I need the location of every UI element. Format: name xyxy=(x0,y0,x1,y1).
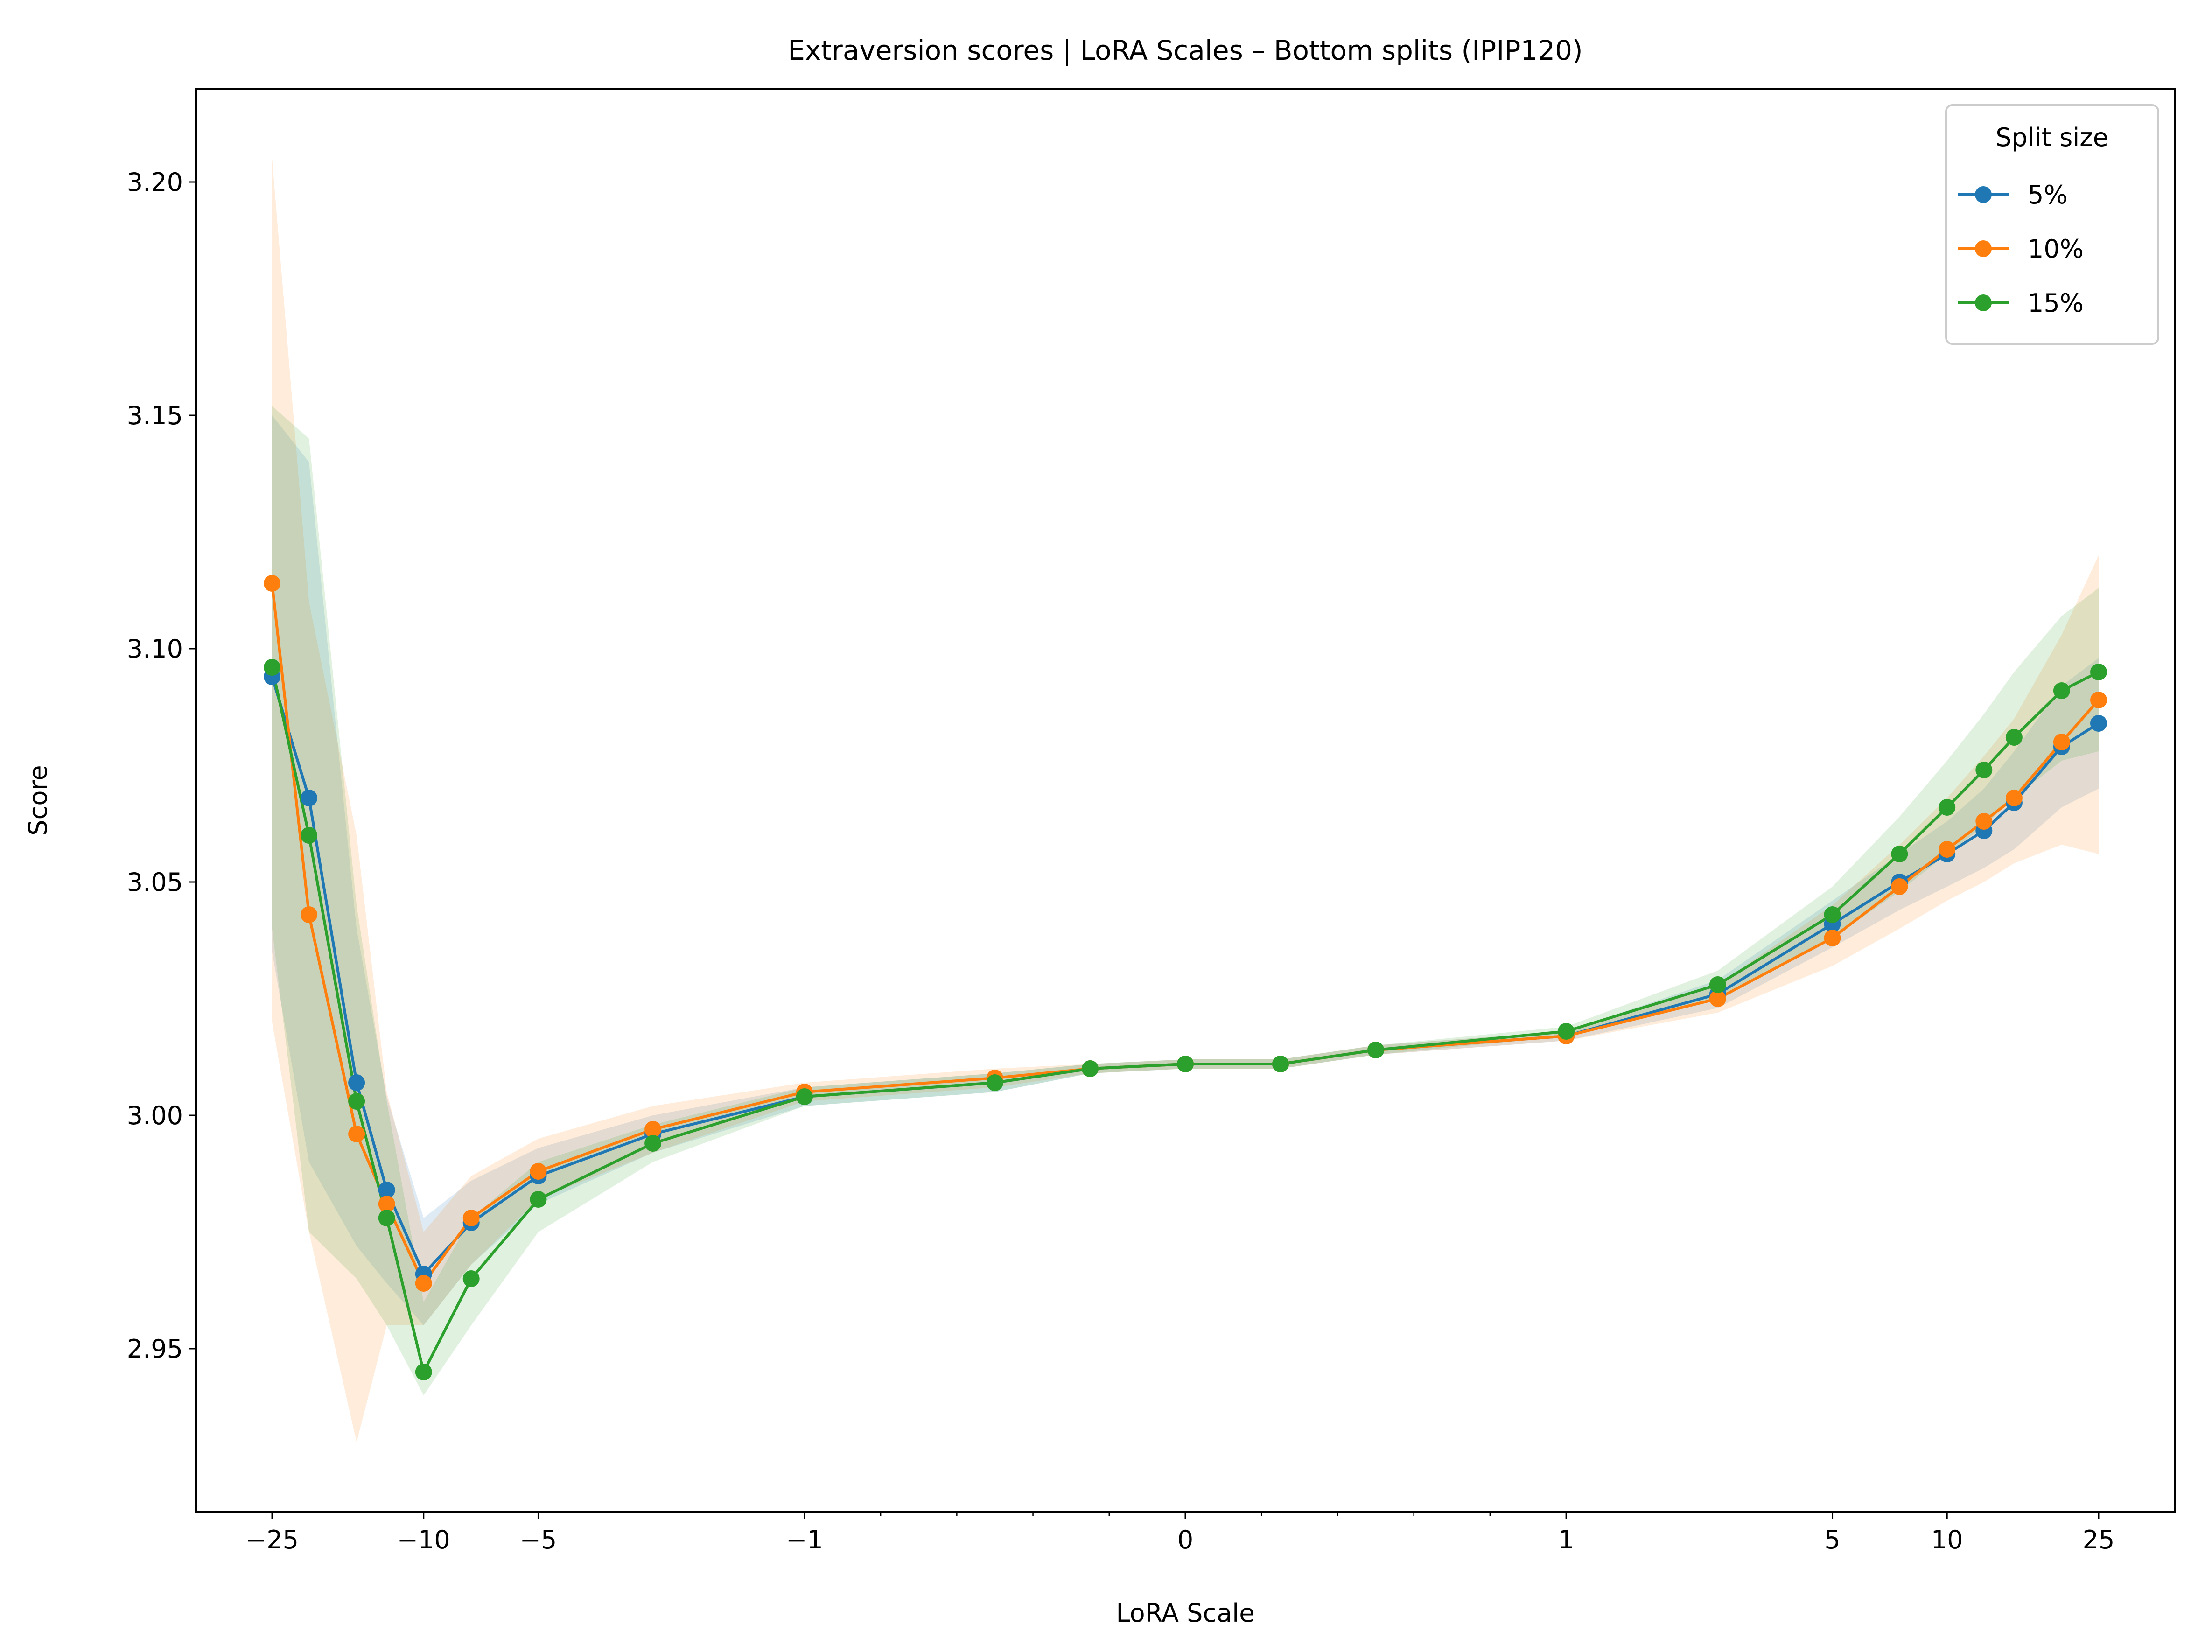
legend-box xyxy=(1945,104,2159,345)
series-3-point xyxy=(1824,906,1841,923)
series-2-point xyxy=(530,1163,547,1180)
series-3-point xyxy=(462,1270,480,1287)
series-3-point xyxy=(796,1088,813,1105)
legend-entries: 5% 10% 15% xyxy=(1958,180,2084,318)
y-tick-label: 3.05 xyxy=(127,868,183,897)
x-tick-label: 25 xyxy=(2083,1525,2115,1554)
x-tick-label: −1 xyxy=(786,1525,823,1554)
series-3-point xyxy=(1177,1056,1194,1072)
y-tick-label: 3.15 xyxy=(127,401,183,430)
y-tick-label: 3.00 xyxy=(127,1101,183,1130)
y-tick-label: 2.95 xyxy=(127,1334,183,1364)
series-3-point xyxy=(1367,1042,1385,1058)
x-tick-label: −5 xyxy=(520,1525,557,1554)
legend-label: 10% xyxy=(2028,234,2084,264)
legend-label: 5% xyxy=(2028,180,2068,210)
series-3-point xyxy=(1891,846,1908,862)
series-3-point xyxy=(986,1074,1003,1091)
series-points xyxy=(264,575,2107,1380)
series-2-point xyxy=(462,1210,480,1226)
legend-swatch-marker xyxy=(1975,240,1992,257)
series-3-point xyxy=(348,1093,365,1110)
series-2-point xyxy=(1939,841,1956,858)
series-2-point xyxy=(1709,990,1726,1007)
x-tick-label: 0 xyxy=(1177,1525,1193,1554)
series-2-point xyxy=(1824,930,1841,946)
legend-swatch-marker xyxy=(1975,186,1992,203)
series-3-point xyxy=(264,659,280,676)
y-tick-label: 3.10 xyxy=(127,634,183,664)
series-2-point xyxy=(1975,813,1993,830)
series-2-point xyxy=(264,575,280,592)
series-1-point xyxy=(301,790,318,806)
chart-title: Extraversion scores | LoRA Scales – Bott… xyxy=(788,35,1582,66)
series-2-point xyxy=(644,1121,662,1138)
series-3-point xyxy=(1558,1023,1575,1040)
series-3-band xyxy=(272,406,2099,1395)
y-tick-label: 3.20 xyxy=(127,168,183,197)
x-axis-label: LoRA Scale xyxy=(1116,1598,1255,1628)
x-axis: −25 −10 −5 −1 0 1 5 10 25 xyxy=(245,1512,2114,1554)
y-axis-label: Score xyxy=(23,765,53,835)
series-2-point xyxy=(2090,692,2107,708)
legend-title: Split size xyxy=(1995,123,2108,152)
series-1-point xyxy=(378,1182,395,1198)
series-2-point xyxy=(378,1196,395,1212)
series-2-point xyxy=(301,906,318,923)
series-3-point xyxy=(301,827,318,844)
x-tick-label: −10 xyxy=(397,1525,450,1554)
series-1-point xyxy=(2090,715,2107,732)
series-1-point xyxy=(348,1074,365,1091)
series-2-point xyxy=(2005,790,2023,806)
x-tick-label: 1 xyxy=(1558,1525,1574,1554)
series-3-point xyxy=(415,1364,432,1380)
series-3-point xyxy=(2053,682,2070,699)
series-3-point xyxy=(2005,729,2023,746)
series-2-point xyxy=(2053,734,2070,750)
series-2-point xyxy=(1891,878,1908,895)
series-3-point xyxy=(1082,1060,1099,1077)
series-2-point xyxy=(415,1275,432,1292)
series-3-point xyxy=(1272,1056,1289,1072)
series-3-point xyxy=(2090,664,2107,680)
series-3-point xyxy=(378,1210,395,1226)
series-3-point xyxy=(644,1135,662,1152)
series-3-point xyxy=(1939,799,1956,816)
legend-swatch-marker xyxy=(1975,294,1992,311)
y-axis: 2.95 3.00 3.05 3.10 3.15 3.20 xyxy=(127,168,196,1364)
x-tick-label: 10 xyxy=(1931,1525,1963,1554)
series-3-point xyxy=(1975,762,1993,778)
series-2-point xyxy=(348,1126,365,1142)
series-1-band xyxy=(272,415,2099,1325)
series-3-point xyxy=(530,1191,547,1208)
x-tick-label: 5 xyxy=(1824,1525,1840,1554)
legend: Split size 5% 10% 15% xyxy=(1945,104,2159,345)
series-3-point xyxy=(1709,976,1726,993)
x-tick-label: −25 xyxy=(245,1525,299,1554)
legend-label: 15% xyxy=(2028,288,2084,318)
